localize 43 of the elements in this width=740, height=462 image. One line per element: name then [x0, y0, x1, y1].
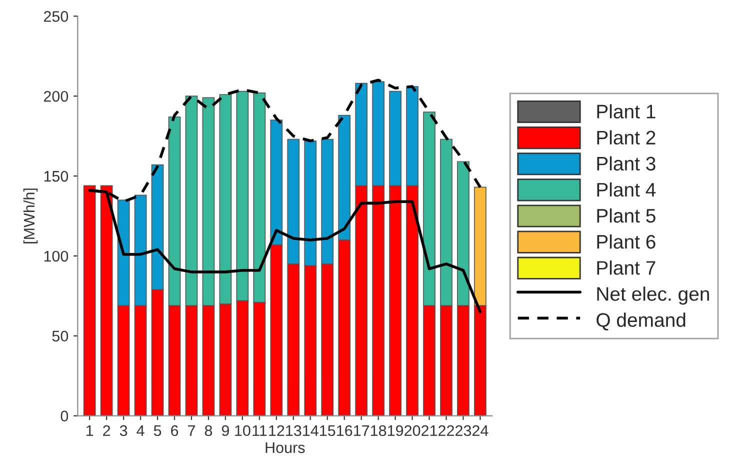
x-tick-label: 18: [370, 425, 386, 436]
legend-label: Plant 4: [597, 182, 656, 197]
legend-label: Plant 2: [597, 130, 656, 145]
x-tick-label: 12: [269, 425, 284, 436]
y-tick-label: 250: [44, 11, 68, 22]
x-tick-label: 8: [204, 425, 212, 436]
legend-label: Q demand: [596, 312, 686, 330]
x-tick-label: 21: [422, 425, 438, 436]
y-tick-label: 200: [44, 90, 68, 102]
bar: [83, 185, 96, 416]
legend-label: Plant 1: [597, 104, 656, 118]
x-tick-label: 14: [303, 425, 318, 436]
legend-label: Plant 5: [597, 208, 656, 223]
legend-label: Net elec. gen: [597, 286, 709, 305]
x-tick-label: 5: [154, 425, 162, 436]
x-tick-label: 15: [320, 425, 336, 436]
x-tick-label: 6: [171, 425, 178, 436]
y-tick-label: 150: [44, 170, 68, 182]
x-tick-label: 17: [354, 425, 370, 436]
legend-label: Plant 7: [597, 260, 656, 275]
x-axis-title: Hours: [266, 442, 305, 454]
legend-label: Plant 3: [597, 156, 656, 171]
x-tick-label: 20: [404, 425, 420, 436]
y-tick-label: 100: [44, 250, 68, 262]
y-axis-title: [MWh/h]: [23, 188, 38, 244]
x-tick-label: 1: [86, 425, 94, 436]
x-tick-label: 23: [456, 425, 472, 436]
x-tick-label: 19: [388, 425, 404, 436]
y-tick-label: 0: [60, 410, 68, 422]
y-tick-label: 50: [52, 330, 68, 342]
x-tick-label: 9: [222, 425, 229, 436]
x-tick-label: 2: [103, 425, 110, 436]
x-tick-label: 7: [188, 425, 195, 436]
bar: [100, 185, 113, 416]
x-tick-label: 3: [120, 425, 128, 436]
x-tick-label: 13: [286, 425, 302, 436]
x-tick-label: 4: [136, 425, 144, 436]
x-tick-label: 24: [472, 425, 488, 436]
legend-label: Plant 6: [597, 234, 656, 249]
x-tick-label: 10: [235, 425, 250, 436]
x-tick-label: 22: [438, 425, 454, 436]
x-tick-label: 11: [252, 425, 267, 436]
x-tick-label: 16: [337, 425, 352, 436]
